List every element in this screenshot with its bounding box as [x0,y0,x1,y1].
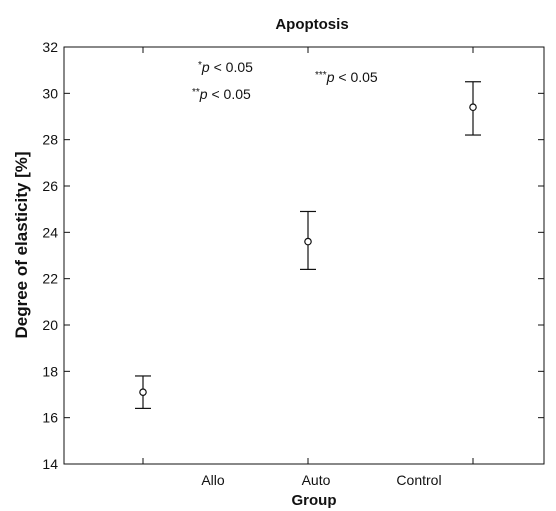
y-tick-label-9: 32 [42,39,58,55]
x-category-label-1: Auto [302,472,331,488]
y-tick-label-5: 24 [42,224,58,240]
axis-ticks: 14 16 18 20 22 24 26 28 30 32 [42,39,544,472]
x-axis-label: Group [292,492,337,509]
significance-annotation-2: ***p < 0.05 [315,69,378,85]
x-category-label-0: Allo [201,472,225,488]
y-tick-label-4: 22 [42,271,58,287]
mean-point-2 [469,103,477,112]
plot-frame [63,46,545,465]
y-tick-label-8: 30 [42,85,58,101]
category-labels: Allo Auto Control [201,472,441,488]
y-tick-label-0: 14 [42,456,58,472]
y-tick-label-2: 18 [42,363,58,379]
x-category-label-2: Control [396,472,441,488]
significance-annotation-0: *p < 0.05 [198,59,253,75]
mean-point-1 [304,237,312,246]
y-tick-label-1: 16 [42,410,58,426]
significance-annotation-1: **p < 0.05 [192,86,251,102]
y-axis-label: Degree of elasticity [%] [12,151,31,338]
significance-annotations: *p < 0.05 **p < 0.05 ***p < 0.05 [192,59,378,102]
data-points [135,81,481,409]
chart-title: Apoptosis [275,16,348,33]
mean-point-0 [139,388,147,396]
y-tick-label-7: 28 [42,132,58,148]
y-tick-label-3: 20 [42,317,58,333]
y-tick-label-6: 26 [42,178,58,194]
